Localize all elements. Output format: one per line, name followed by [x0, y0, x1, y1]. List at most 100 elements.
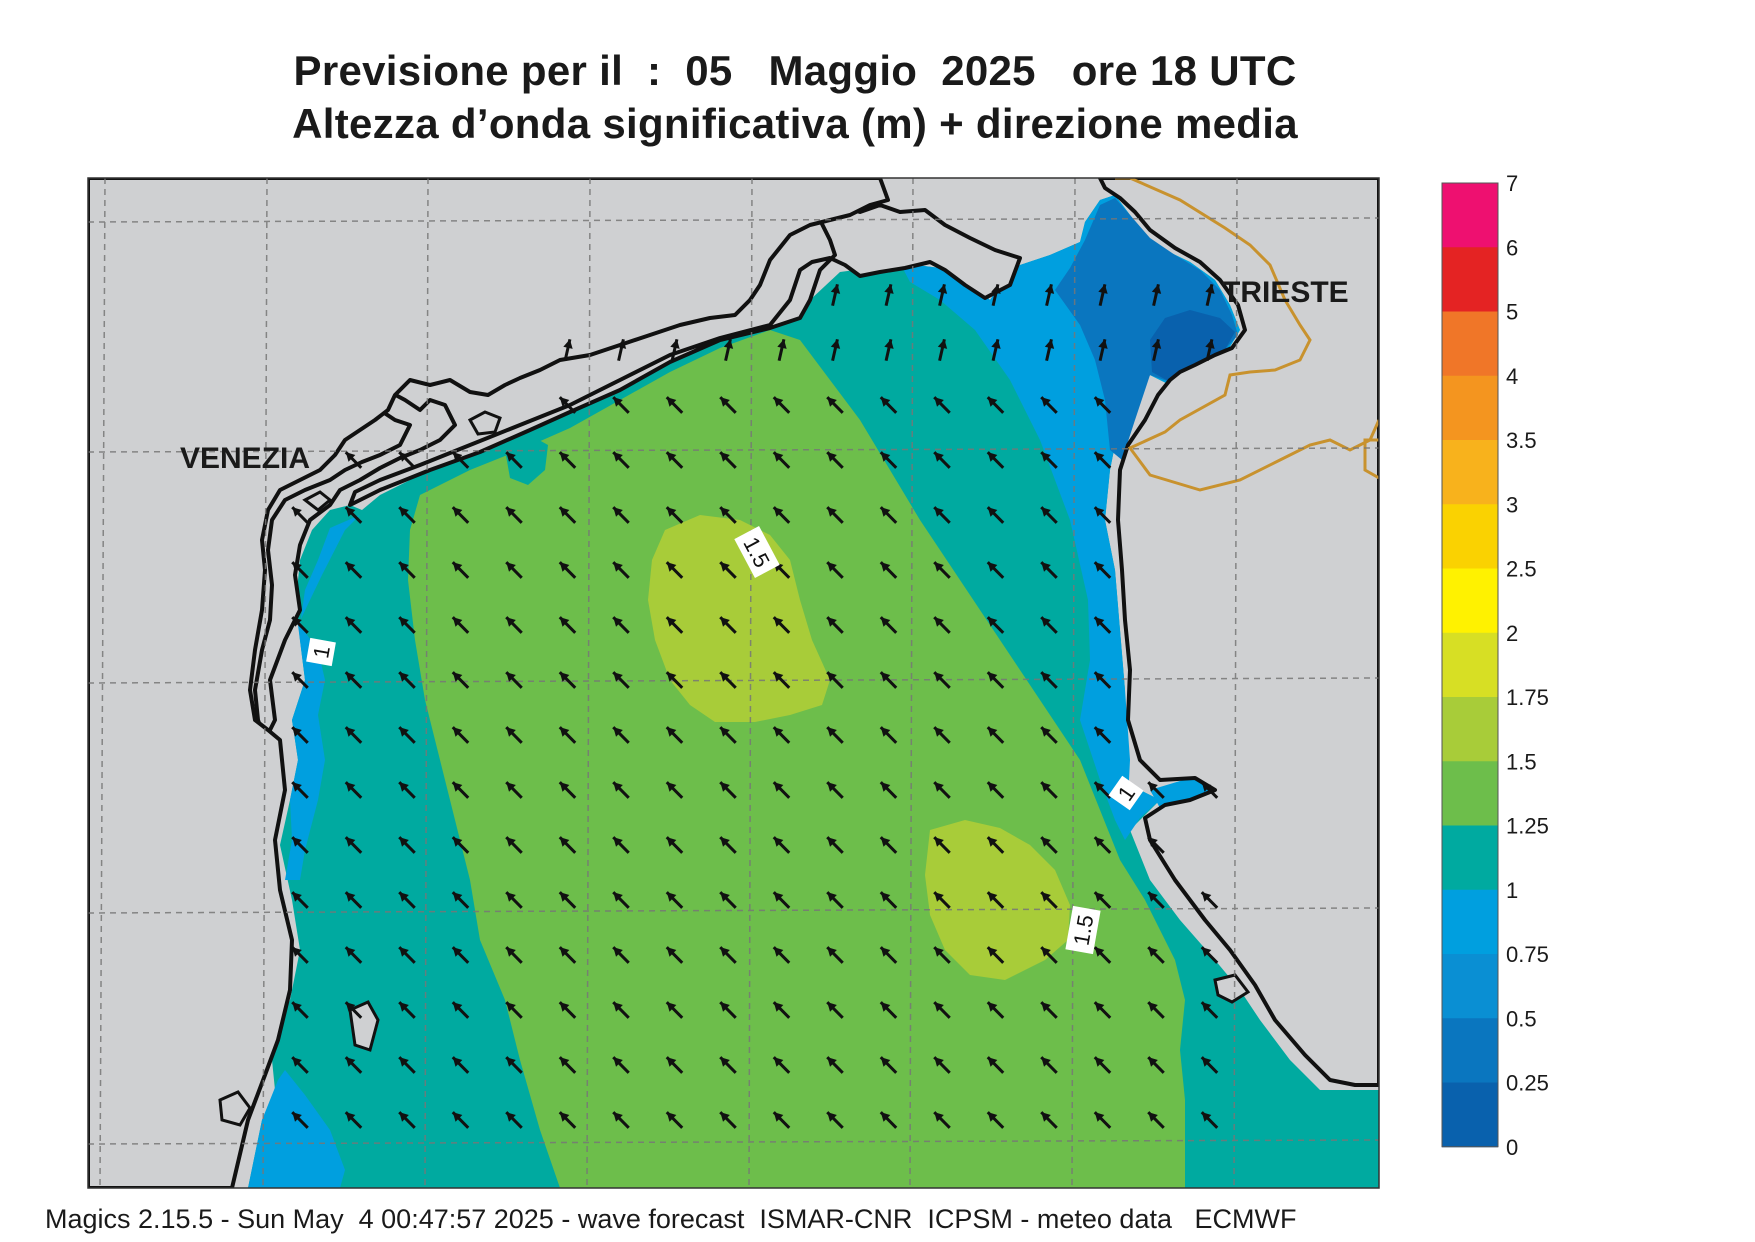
wave-arrow-head [773, 452, 784, 462]
wave-arrow-head [345, 562, 356, 572]
wave-arrow-head [399, 837, 409, 847]
colorbar-swatch [1442, 632, 1498, 698]
wave-arrow-head [773, 892, 784, 902]
wave-arrow-head [884, 284, 894, 294]
land-west-mainland [88, 178, 890, 1188]
wave-arrow-head [1094, 782, 1105, 792]
colorbar-swatch [1442, 825, 1498, 891]
colorbar-swatch [1442, 247, 1498, 312]
wave-arrow-head [563, 339, 573, 349]
wave-arrow-head [1148, 1112, 1158, 1122]
wave-arrow-head [506, 837, 516, 847]
wave-arrow-head [934, 672, 944, 682]
wave-arrow-head [720, 672, 730, 682]
sea-lime-north [648, 515, 830, 722]
colorbar-label: 2 [1506, 621, 1518, 646]
wave-arrow-head [1041, 452, 1051, 462]
sea-deepblue-trieste [1150, 310, 1235, 382]
wave-arrow-head [666, 727, 677, 737]
wave-arrow-head [399, 562, 409, 572]
wave-arrow-head [1041, 1057, 1051, 1067]
wave-arrow-head [1041, 672, 1051, 682]
wave-arrow-head [452, 452, 463, 462]
wave-arrow-head [987, 837, 998, 847]
wave-arrow-head [345, 1057, 356, 1067]
wave-arrow-head [773, 1002, 784, 1012]
wave-arrow-head [773, 1057, 784, 1067]
wave-arrow-head [1148, 892, 1158, 902]
wave-arrow-head [880, 837, 891, 847]
wave-arrow-head [934, 1057, 944, 1067]
wave-arrow-head [773, 397, 784, 407]
wave-arrow-head [1148, 1002, 1158, 1012]
wave-arrow-head [987, 892, 998, 902]
wave-arrow-head [399, 892, 409, 902]
wave-arrow-head [880, 507, 891, 517]
wave-arrow-head [506, 782, 516, 792]
wave-arrow-head [666, 892, 677, 902]
wave-arrow-head [559, 562, 570, 572]
wave-arrow-head [830, 339, 841, 349]
wave-arrow-head [506, 1002, 516, 1012]
colorbar-border [1441, 182, 1499, 1148]
wave-arrow-head [773, 672, 784, 682]
wave-arrow-head [1041, 782, 1051, 792]
wave-arrow-head [880, 562, 891, 572]
wave-arrow-head [666, 452, 677, 462]
colorbar-swatch [1442, 504, 1498, 569]
wave-arrow-head [1205, 284, 1215, 294]
contour-label-coast-group: 1 [1108, 775, 1144, 811]
wave-arrow-head [1151, 284, 1162, 294]
sea-teal-inlet [505, 435, 548, 485]
wave-arrow-head [880, 1057, 891, 1067]
wave-arrow-head [559, 727, 570, 737]
wave-arrow-head [345, 727, 356, 737]
colorbar-label: 0.25 [1506, 1071, 1549, 1096]
wave-arrow-head [827, 617, 837, 627]
wave-arrow-head [720, 727, 730, 737]
colorbar: 7 6 5 4 3.5 3 2.5 2 1.75 1.5 1.25 1 0.75 0.5 0.25 0 [1441, 171, 1549, 1160]
wave-arrow-head [827, 452, 837, 462]
wave-arrow-head [1148, 947, 1158, 957]
land-islet-3 [218, 1090, 252, 1127]
wave-arrow-head [720, 562, 730, 572]
wave-arrow-head [880, 617, 891, 627]
wave-arrow-head [292, 507, 302, 517]
wave-arrow-head [720, 837, 730, 847]
wave-arrow-head [987, 562, 998, 572]
wave-arrow-head [616, 339, 627, 349]
wave-arrow-head [345, 672, 356, 682]
wave-arrow-head [613, 892, 623, 902]
wave-arrow-head [506, 452, 516, 462]
wave-arrow-head [880, 782, 891, 792]
wave-arrow-head [1148, 782, 1158, 792]
wave-arrow-head [452, 837, 463, 847]
wave-arrow-head [827, 1002, 837, 1012]
wave-arrow-head [399, 507, 409, 517]
wave-arrow-head [934, 507, 944, 517]
wave-arrow-head [613, 397, 623, 407]
wave-arrow-head [1041, 837, 1051, 847]
wave-arrow-head [777, 339, 787, 349]
wave-arrow-head [613, 1112, 623, 1122]
wave-arrow-head [399, 782, 409, 792]
wave-arrow-head [559, 672, 570, 682]
wave-arrow-head [345, 892, 356, 902]
city-label-trieste: TRIESTE [1222, 276, 1349, 309]
contour-label-east: 1.5 [1069, 913, 1099, 947]
wave-arrow-head [720, 782, 730, 792]
wave-arrow-head [613, 617, 623, 627]
wave-arrow-head [613, 1002, 623, 1012]
wave-arrow-head [934, 617, 944, 627]
wave-arrow-head [292, 782, 302, 792]
wave-arrow-head [666, 617, 677, 627]
sea-darkblue-trieste [1055, 198, 1238, 460]
wave-arrow-head [773, 947, 784, 957]
colorbar-swatch [1442, 375, 1498, 441]
wave-arrow-head [934, 452, 944, 462]
wave-arrow-head [1201, 782, 1212, 792]
wave-arrow-head [666, 782, 677, 792]
colorbar-label: 0.5 [1506, 1006, 1537, 1031]
wave-arrow-head [666, 562, 677, 572]
wave-arrow-head [1094, 727, 1105, 737]
